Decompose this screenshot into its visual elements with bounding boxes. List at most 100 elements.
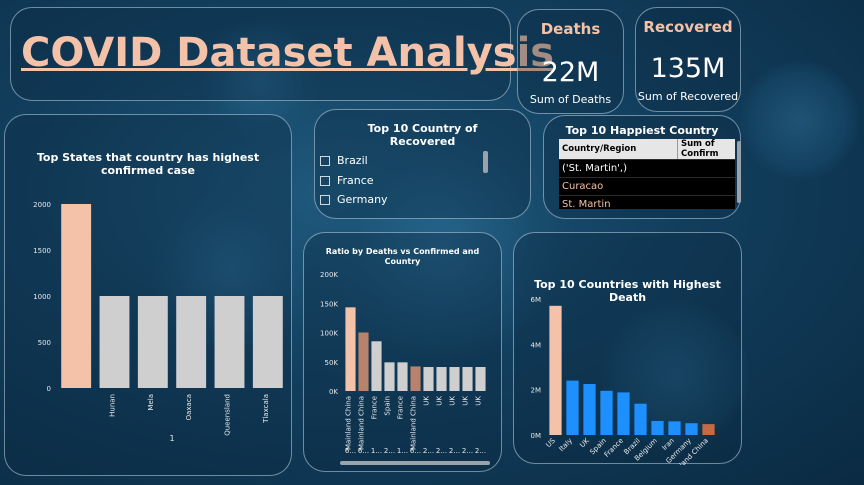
- bar[interactable]: [137, 296, 168, 388]
- x-tick-label: Spain: [384, 396, 392, 416]
- highest-death-chart-title: Top 10 Countries with Highest Death: [534, 278, 721, 304]
- x-tick-label: UK: [475, 396, 483, 406]
- x-tick-label: Queensland: [224, 394, 232, 436]
- bar[interactable]: [651, 420, 664, 435]
- table-row[interactable]: Curacao: [559, 177, 678, 196]
- x-sub-label: 1...: [371, 447, 382, 455]
- recovered-heading: Recovered: [643, 18, 733, 36]
- bar[interactable]: [176, 296, 207, 388]
- y-tick-label: 0: [47, 385, 51, 393]
- y-tick-label: 0K: [329, 388, 338, 396]
- bar[interactable]: [449, 367, 460, 391]
- x-tick-label: France: [397, 396, 405, 419]
- bar[interactable]: [436, 367, 447, 391]
- x-sub-label: 6...: [358, 447, 369, 455]
- happiest-country-title: Top 10 Happiest Country: [565, 124, 719, 137]
- bar[interactable]: [410, 366, 421, 391]
- x-tick-label: France: [371, 396, 379, 419]
- recovered-card[interactable]: Recovered 135M Sum of Recovered: [635, 7, 741, 112]
- deaths-heading: Deaths: [540, 20, 601, 38]
- x-tick-label: Mainland China: [358, 396, 366, 450]
- slicer-item-france[interactable]: France: [320, 174, 374, 187]
- x-tick-label: US: [544, 436, 557, 449]
- checkbox[interactable]: [320, 194, 330, 205]
- x-tick-label: UK: [436, 396, 444, 406]
- top-states-chart-title-line1: Top States that country has highest: [36, 151, 260, 164]
- x-tick-label: Mainland China: [345, 396, 353, 450]
- x-sub-label: 1...: [397, 447, 408, 455]
- x-tick-label: UK: [462, 396, 470, 406]
- bar[interactable]: [600, 390, 613, 435]
- y-tick-label: 4M: [531, 341, 542, 349]
- ratio-chart-title-line2: Country: [384, 257, 421, 266]
- bar[interactable]: [634, 403, 647, 435]
- recovered-slicer-title-line1: Top 10 Country of: [367, 122, 478, 135]
- table-row[interactable]: ('St. Martin',): [559, 159, 678, 178]
- x-sub-label: 2...: [436, 447, 447, 455]
- bar[interactable]: [384, 362, 395, 391]
- bar[interactable]: [423, 367, 434, 391]
- bar[interactable]: [549, 305, 562, 435]
- top-states-chart-card: Top States that country has highest conf…: [4, 114, 292, 476]
- bar[interactable]: [668, 421, 681, 435]
- x-sub-label: 2...: [423, 447, 434, 455]
- x-tick-label: Mainland China: [410, 396, 418, 450]
- happiest-country-table[interactable]: Country/Region Sum of Confirm ('St. Mart…: [559, 139, 735, 209]
- x-sub-label: 2...: [384, 447, 395, 455]
- slicer-scrollbar[interactable]: [483, 151, 488, 173]
- column-header-country[interactable]: Country/Region: [559, 139, 678, 160]
- x-sub-label: 2...: [462, 447, 473, 455]
- x-tick-label: UK: [449, 396, 457, 406]
- y-tick-label: 150K: [320, 300, 338, 308]
- bar[interactable]: [99, 296, 130, 388]
- bar[interactable]: [214, 296, 245, 388]
- bar[interactable]: [358, 332, 369, 392]
- highest-death-chart-card: Top 10 Countries with Highest Death 0M 2M…: [513, 232, 743, 465]
- title-card: COVID Dataset Analysis: [10, 7, 554, 101]
- bar[interactable]: [61, 204, 92, 388]
- recovered-value: 135M: [650, 53, 726, 84]
- bar[interactable]: [345, 307, 356, 391]
- table-scrollbar[interactable]: [737, 141, 741, 203]
- bar[interactable]: [371, 341, 382, 391]
- top-states-chart-title-line2: confirmed case: [100, 164, 196, 177]
- ratio-chart-title-line1: Ratio by Deaths vs Confirmed and: [325, 247, 480, 256]
- deaths-card[interactable]: Deaths 22M Sum of Deaths: [517, 9, 624, 114]
- x-tick-label: Tlaxcala: [262, 394, 270, 424]
- bar[interactable]: [462, 367, 473, 391]
- y-tick-label: 200K: [320, 271, 338, 279]
- recovered-slicer-title-line2: Recovered: [389, 135, 456, 148]
- recovered-label: Sum of Recovered: [637, 90, 739, 103]
- slicer-item-germany[interactable]: Germany: [320, 193, 388, 206]
- bar[interactable]: [617, 392, 630, 435]
- y-tick-label: 500: [38, 339, 51, 347]
- y-tick-label: 6M: [531, 296, 542, 304]
- checkbox[interactable]: [320, 175, 330, 186]
- top-states-chart[interactable]: 0 500 1000 1500 2000 Hunan Mela Oaxaca Queenslan…: [5, 115, 293, 477]
- horizontal-scrollbar[interactable]: [340, 461, 490, 465]
- slicer-item-brazil[interactable]: Brazil: [320, 154, 368, 167]
- recovered-slicer-card: Top 10 Country of Recovered Brazil Franc…: [314, 109, 531, 219]
- table-row[interactable]: St. Martin: [559, 195, 678, 209]
- x-sub-label: 2...: [475, 447, 486, 455]
- deaths-label: Sum of Deaths: [529, 93, 612, 106]
- virus-background-icon: [740, 60, 860, 180]
- bar[interactable]: [685, 423, 698, 435]
- column-header-confirmed[interactable]: Sum of Confirm: [677, 139, 735, 160]
- x-tick-label: France: [603, 437, 625, 459]
- bar[interactable]: [702, 424, 715, 435]
- bar[interactable]: [397, 362, 408, 391]
- deaths-value: 22M: [541, 57, 600, 88]
- x-tick-label: UK: [423, 396, 431, 406]
- bar[interactable]: [252, 296, 283, 388]
- bar[interactable]: [583, 384, 596, 435]
- checkbox[interactable]: [320, 155, 330, 166]
- y-tick-label: 2M: [531, 387, 542, 395]
- happiest-country-card: Top 10 Happiest Country Country/Region S…: [543, 115, 741, 219]
- bar[interactable]: [566, 380, 579, 435]
- bar[interactable]: [475, 367, 486, 391]
- y-tick-label: 1500: [33, 247, 51, 255]
- y-tick-label: 1000: [33, 293, 51, 301]
